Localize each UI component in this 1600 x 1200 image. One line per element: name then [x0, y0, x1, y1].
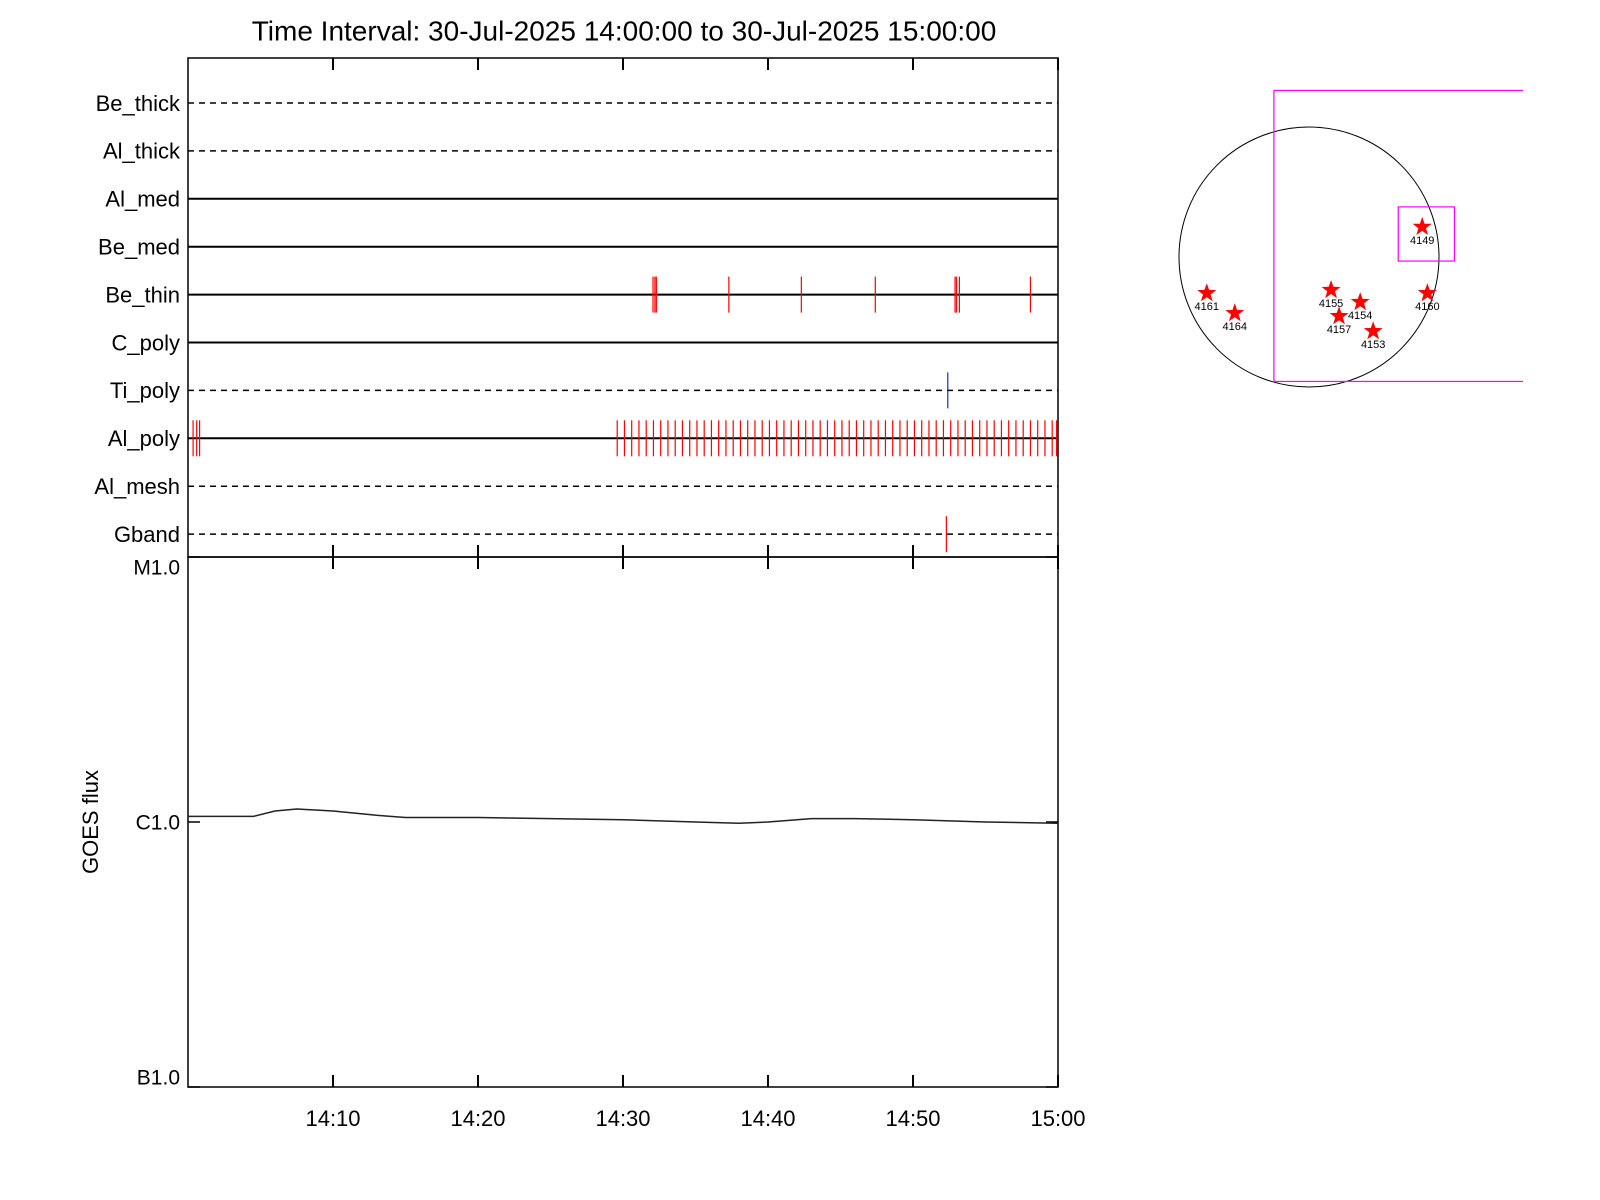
sun-limb	[1178, 126, 1440, 388]
x-tick-label: 15:00	[1030, 1106, 1085, 1131]
flux-line	[188, 808, 1059, 824]
region-star	[1350, 292, 1370, 311]
row-label: Be_thick	[96, 91, 181, 116]
row-label: Al_thick	[103, 139, 181, 164]
panel-frame	[187, 556, 1059, 1088]
region-label: 4157	[1327, 324, 1351, 336]
region-star	[1197, 283, 1217, 302]
y-axis-label: GOES flux	[78, 770, 103, 874]
row-label: Gband	[114, 522, 180, 547]
y-tick-label: M1.0	[133, 557, 180, 580]
region-star	[1412, 216, 1432, 235]
x-tick-label: 14:20	[450, 1106, 505, 1131]
x-tick-label: 14:30	[595, 1106, 650, 1131]
row-label: C_poly	[112, 330, 180, 355]
row-label: Al_mesh	[94, 474, 180, 499]
chart-title: Time Interval: 30-Jul-2025 14:00:00 to 3…	[252, 15, 997, 46]
y-tick-label: B1.0	[137, 1067, 180, 1090]
region-label: 4161	[1195, 301, 1219, 313]
fov-box	[1397, 206, 1456, 262]
region-star	[1321, 280, 1341, 299]
region-star	[1225, 303, 1245, 322]
x-tick-label: 14:40	[740, 1106, 795, 1131]
region-label: 4155	[1319, 298, 1343, 310]
y-tick-label: C1.0	[136, 812, 180, 835]
panel-frame	[187, 57, 1059, 558]
region-label: 4153	[1361, 339, 1385, 351]
region-label: 4154	[1348, 310, 1372, 322]
row-label: Al_poly	[108, 426, 180, 451]
row-label: Be_med	[98, 235, 180, 260]
row-label: Al_med	[105, 187, 180, 212]
sun-map: 4149 4161 4164 4155 4154 4157 4153 4160	[1178, 89, 1523, 388]
x-tick-label: 14:50	[885, 1106, 940, 1131]
row-label: Be_thin	[105, 282, 180, 307]
region-star	[1363, 321, 1383, 340]
region-label: 4164	[1223, 321, 1247, 333]
region-star	[1329, 306, 1349, 325]
x-tick-label: 14:10	[305, 1106, 360, 1131]
region-label: 4160	[1415, 301, 1439, 313]
region-label: 4149	[1410, 235, 1434, 247]
row-label: Ti_poly	[110, 378, 180, 403]
region-star	[1417, 283, 1437, 302]
fov-box	[1273, 89, 1523, 383]
